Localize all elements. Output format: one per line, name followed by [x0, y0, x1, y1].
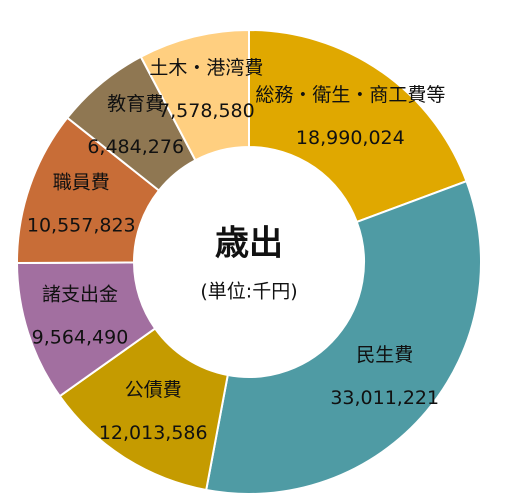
chart-subtitle: (単位:千円): [200, 281, 297, 303]
value-label: 7,578,580: [158, 100, 255, 122]
value-label: 6,484,276: [87, 136, 184, 158]
value-label: 10,557,823: [27, 214, 136, 236]
slice-label: 公債費: [125, 379, 182, 401]
slice-label: 教育費: [107, 93, 164, 115]
slice-label: 民生費: [356, 344, 413, 366]
slice: [58, 327, 229, 492]
slice: [139, 28, 250, 162]
value-label: 18,990,024: [296, 127, 405, 149]
value-label: 12,013,586: [99, 422, 208, 444]
slice-label: 職員費: [53, 171, 110, 193]
slice: [205, 179, 482, 495]
slice-label: 土木・港湾費: [149, 57, 263, 79]
value-label: 33,011,221: [330, 387, 439, 409]
slice: [248, 28, 468, 224]
chart-title: 歳出: [215, 224, 283, 264]
value-label: 9,564,490: [32, 327, 129, 349]
slice-label: 諸支出金: [42, 284, 118, 306]
slice-label: 総務・衛生・商工費等: [255, 84, 445, 106]
